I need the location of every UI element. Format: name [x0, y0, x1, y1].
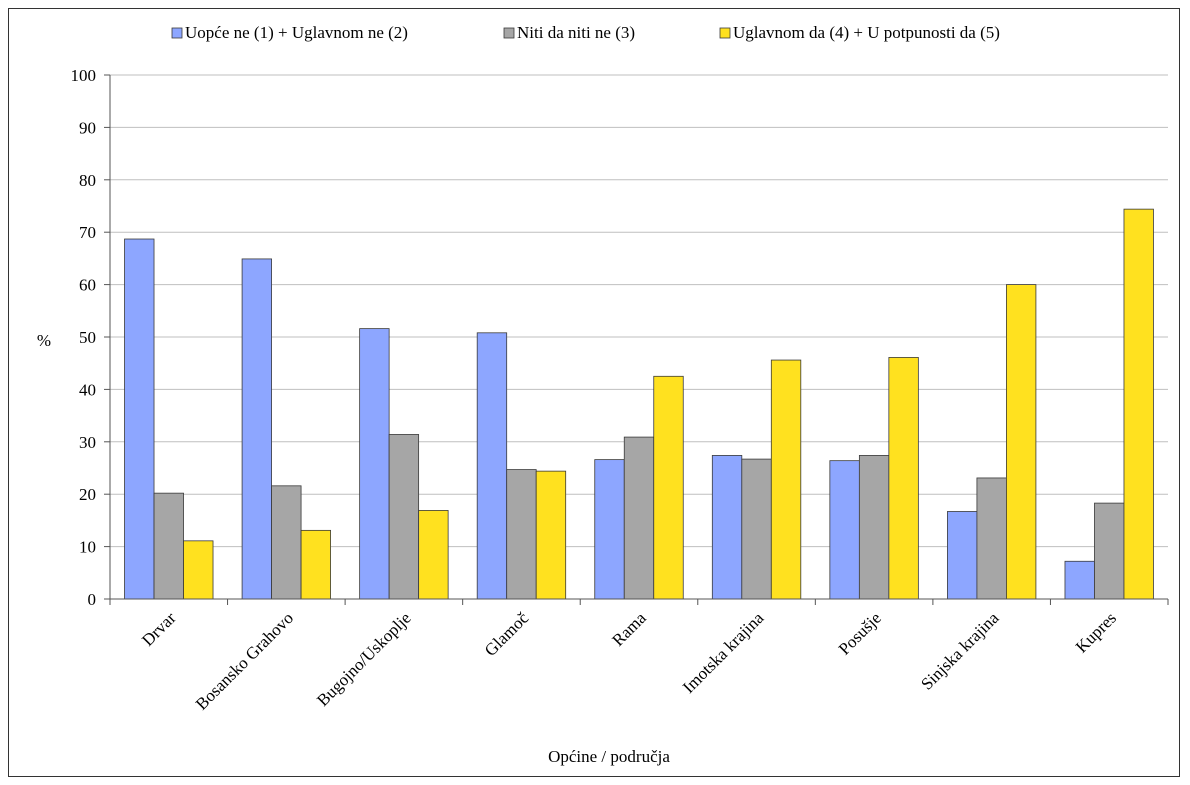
x-tick-label: Imotska krajina: [679, 608, 768, 697]
bar-3-7: [888, 357, 919, 600]
bar-1-1: [124, 238, 155, 600]
x-tick-labels: Drvar Bosansko Grahovo Bugojno/Uskoplje Gla…: [138, 608, 1120, 714]
bar-3-3: [418, 510, 449, 600]
x-tick-label: Drvar: [138, 608, 180, 650]
legend-label-1: Uopće ne (1) + Uglavnom ne (2): [185, 23, 408, 42]
y-tick-labels: 0 10 20 30 40 50 60 70 80 90 100: [71, 66, 97, 609]
x-tick-label: Posušje: [835, 608, 885, 658]
y-tick-label: 10: [79, 538, 96, 557]
axes: [109, 75, 1169, 605]
bar-2-9: [1094, 502, 1125, 600]
bar-3-2: [300, 529, 331, 600]
x-tick-label: Bosansko Grahovo: [192, 608, 297, 713]
bar-1-4: [476, 332, 508, 600]
y-tick-label: 70: [79, 223, 96, 242]
x-tick-label: Kupres: [1072, 608, 1120, 656]
bars: [124, 208, 1154, 600]
bar-3-6: [770, 359, 802, 600]
bar-2-8: [976, 477, 1007, 600]
bar-1-5: [594, 459, 625, 600]
x-axis-label: Općine / područja: [548, 747, 670, 766]
x-tick-label: Sinjska krajina: [917, 608, 1003, 694]
y-tick-label: 80: [79, 171, 96, 190]
y-tick-label: 50: [79, 328, 96, 347]
bar-1-6: [711, 455, 743, 600]
x-tick-label: Bugojno/Uskoplje: [313, 608, 415, 710]
y-axis-label: %: [37, 331, 51, 350]
bar-2-1: [153, 492, 184, 600]
chart-frame: [8, 8, 1180, 777]
bar-2-2: [271, 485, 302, 600]
bar-2-6: [741, 458, 772, 600]
bar-3-5: [653, 375, 684, 600]
y-tick-label: 30: [79, 433, 96, 452]
y-tick-label: 90: [79, 118, 96, 137]
x-tick-label: Glamoč: [481, 608, 533, 660]
x-tick-label: Rama: [608, 608, 650, 650]
bar-3-1: [183, 540, 214, 600]
bar-3-9: [1123, 208, 1154, 600]
legend-swatch-2: [503, 27, 515, 39]
bar-2-4: [506, 469, 537, 600]
bar-1-2: [241, 258, 272, 600]
legend-label-3: Uglavnom da (4) + U potpunosti da (5): [733, 23, 1000, 42]
bar-3-8: [1006, 284, 1037, 600]
bar-1-8: [947, 511, 978, 600]
y-tick-label: 60: [79, 276, 96, 295]
y-tick-label: 0: [88, 590, 97, 609]
bar-2-5: [623, 436, 655, 600]
legend-swatch-1: [171, 27, 183, 39]
bar-2-3: [388, 434, 420, 600]
bar-2-7: [858, 455, 890, 600]
legend-swatch-3: [719, 27, 731, 39]
legend: Uopće ne (1) + Uglavnom ne (2) Niti da ni…: [171, 23, 1000, 42]
bar-1-7: [829, 460, 860, 600]
legend-label-2: Niti da niti ne (3): [517, 23, 635, 42]
bar-1-3: [359, 328, 390, 600]
y-tick-label: 40: [79, 380, 96, 399]
y-tick-label: 100: [71, 66, 97, 85]
bar-3-4: [535, 470, 567, 600]
bar-1-9: [1064, 560, 1095, 600]
y-tick-label: 20: [79, 485, 96, 504]
